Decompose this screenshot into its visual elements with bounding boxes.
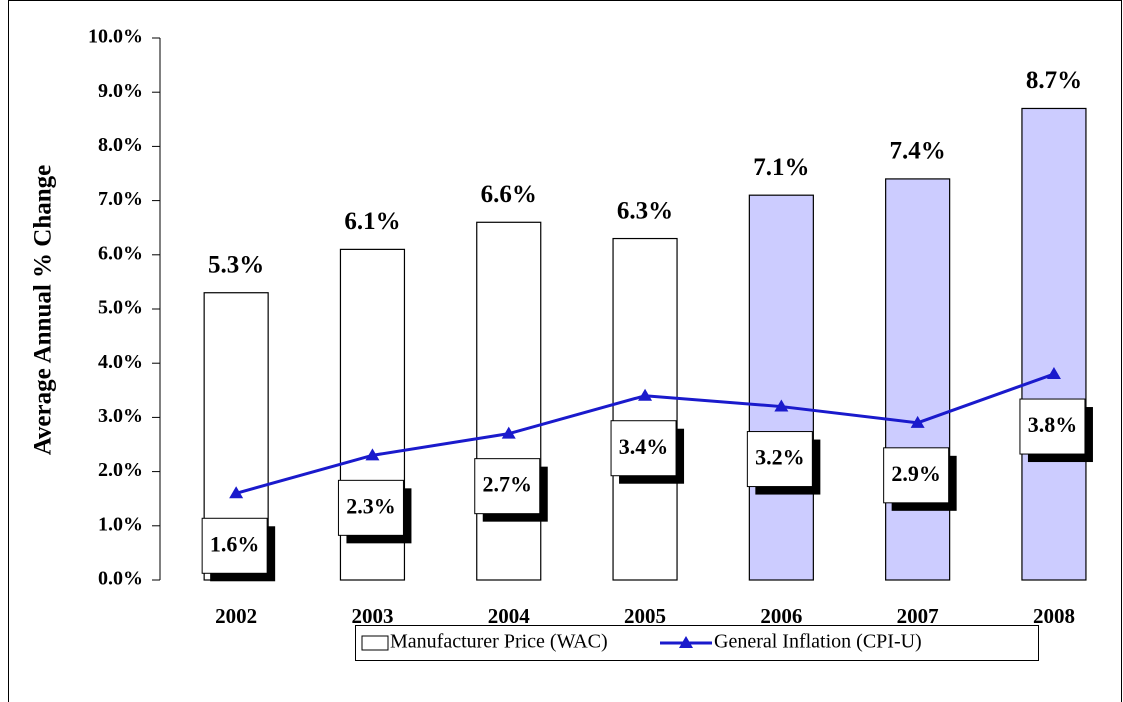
- bar-value-label: 6.6%: [481, 181, 537, 208]
- legend-label: General Inflation (CPI-U): [714, 631, 922, 653]
- y-axis-title: Average Annual % Change: [30, 165, 57, 456]
- bar-value-label: 7.1%: [753, 154, 809, 181]
- bar-value-label: 6.1%: [344, 208, 400, 235]
- bar: [885, 178, 951, 581]
- line-value-label: 2.7%: [483, 472, 533, 497]
- y-tick-label: 8.0%: [98, 134, 143, 156]
- x-tick-label: 2002: [215, 604, 257, 628]
- bar: [1021, 107, 1087, 581]
- line-marker: [1046, 367, 1061, 380]
- y-tick-label: 4.0%: [98, 351, 143, 373]
- y-tick-label: 3.0%: [98, 405, 143, 427]
- bar: [748, 194, 814, 581]
- x-tick-label: 2005: [624, 604, 666, 628]
- label-box: [746, 431, 813, 488]
- label-box: [474, 458, 541, 515]
- y-tick-label: 10.0%: [88, 26, 143, 48]
- x-tick-label: 2003: [351, 604, 393, 628]
- bar-value-label: 8.7%: [1026, 67, 1082, 94]
- label-box: [1019, 398, 1086, 455]
- line-value-label: 1.6%: [210, 531, 260, 556]
- bar: [476, 221, 542, 581]
- line-value-label: 3.4%: [619, 434, 669, 459]
- x-tick-label: 2004: [488, 604, 531, 628]
- y-tick-label: 9.0%: [98, 80, 143, 102]
- label-box: [337, 479, 404, 536]
- label-box: [201, 517, 268, 574]
- bar-value-label: 5.3%: [208, 251, 264, 278]
- label-box: [883, 447, 950, 504]
- line-value-label: 3.8%: [1028, 412, 1078, 437]
- x-tick-label: 2006: [760, 604, 802, 628]
- y-tick-label: 0.0%: [98, 568, 143, 590]
- y-tick-label: 6.0%: [98, 242, 143, 264]
- line: [235, 372, 1055, 495]
- line-value-label: 3.2%: [755, 445, 805, 470]
- bar: [612, 237, 678, 581]
- line-value-label: 2.9%: [891, 461, 941, 486]
- legend-label: Manufacturer Price (WAC): [390, 631, 608, 653]
- y-tick-label: 1.0%: [98, 513, 143, 535]
- line-value-label: 2.3%: [346, 493, 396, 518]
- frame: [8, 0, 1122, 702]
- y-tick-label: 5.0%: [98, 297, 143, 319]
- label-box: [610, 420, 677, 477]
- legend-marker: [679, 636, 693, 648]
- bar-value-label: 6.3%: [617, 197, 673, 224]
- y-tick-label: 2.0%: [98, 459, 143, 481]
- y-tick-label: 7.0%: [98, 188, 143, 210]
- x-tick-label: 2007: [897, 604, 939, 628]
- bar-value-label: 7.4%: [890, 138, 946, 165]
- legend-swatch: [361, 635, 389, 651]
- x-tick-label: 2008: [1033, 604, 1075, 628]
